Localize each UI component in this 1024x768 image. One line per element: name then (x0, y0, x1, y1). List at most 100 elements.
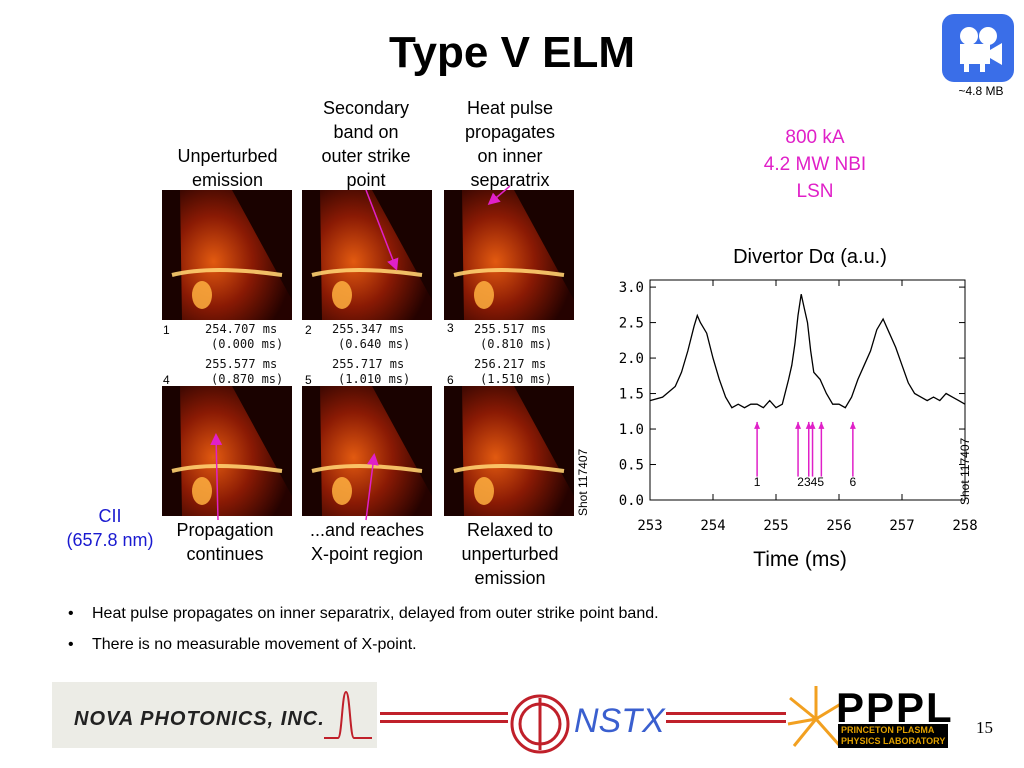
nstx-emblem-icon (510, 694, 570, 754)
frame-marker-head (818, 421, 825, 429)
plasma-params: 800 kA 4.2 MW NBI LSN (740, 124, 890, 205)
series-line (649, 294, 966, 409)
bullet-dot: • (68, 636, 74, 653)
video-size-label: ~4.8 MB (958, 84, 1004, 98)
caption-line: point (346, 170, 386, 190)
camera-frame-2 (302, 190, 432, 320)
y-tick-label: 1.5 (619, 387, 644, 403)
camera-image (162, 386, 292, 516)
frame-time: 255.347 ms (332, 322, 405, 336)
caption-line: (657.8 nm) (66, 530, 154, 550)
chart-shot-label: Shot 117407 (958, 437, 972, 505)
caption-line: outer strike (321, 146, 411, 166)
footer-divider-left (380, 712, 508, 715)
caption-propagation: Propagation continues (160, 518, 290, 566)
divertor-chart: 0.0 0.5 1.0 1.5 2.0 2.5 3.0 253 254 255 256 257 258 1… (619, 279, 978, 534)
param-config: LSN (796, 181, 834, 202)
frame-marker-head (805, 421, 812, 429)
y-tick-label: 3.0 (619, 280, 644, 296)
footer-divider-left-2 (380, 720, 508, 723)
frame-marker-head (809, 421, 816, 429)
frame-delta: (0.640 ms) (338, 337, 411, 351)
camera-frame-5 (302, 386, 432, 516)
caption-relaxed: Relaxed to unperturbed emission (445, 518, 575, 590)
pppl-subtitle-line: PRINCETON PLASMA (841, 725, 935, 735)
video-play-button[interactable] (942, 14, 1014, 82)
pppl-logo-text: PPPL (836, 684, 954, 731)
pppl-subtitle-line: PHYSICS LABORATORY (841, 736, 946, 746)
footer-divider-right (666, 712, 786, 715)
starburst-icon (787, 686, 845, 747)
frame-delta: (0.810 ms) (480, 337, 553, 351)
caption-line: propagates (464, 122, 556, 142)
frame-delta: (1.510 ms) (480, 372, 553, 386)
bullet-text: Heat pulse propagates on inner separatri… (92, 605, 659, 622)
bullet-text: There is no measurable movement of X-poi… (92, 636, 417, 653)
param-current: 800 kA (785, 127, 845, 148)
nstx-logo-text: NSTX (574, 702, 665, 740)
caption-line: unperturbed (461, 544, 559, 564)
movie-camera-icon (960, 27, 1002, 72)
caption-reaches-xpoint: ...and reaches X-point region (296, 518, 438, 566)
footer-divider-right-2 (666, 720, 786, 723)
caption-line: X-point region (310, 544, 424, 564)
frame-marker-head (754, 421, 761, 429)
camera-image (444, 190, 574, 320)
pppl-subtitle: PRINCETON PLASMA PHYSICS LABORATORY (838, 724, 949, 748)
frame-delta: (0.000 ms) (211, 337, 284, 351)
x-tick-label: 257 (889, 518, 914, 534)
y-tick-label: 2.0 (619, 351, 644, 367)
camera-image (302, 386, 432, 516)
nova-logo-text: NOVA PHOTONICS, INC. (74, 708, 325, 730)
frame-delta: (1.010 ms) (338, 372, 411, 386)
x-tick-label: 253 (637, 518, 662, 534)
frame-time: 255.577 ms (205, 357, 278, 371)
frame-number: 5 (305, 373, 312, 387)
param-nbi: 4.2 MW NBI (763, 154, 867, 175)
bullet-list: • Heat pulse propagates on inner separatr… (60, 598, 659, 660)
slide-title: Type V ELM (388, 28, 636, 77)
caption-line: band on (333, 122, 399, 142)
camera-frame-6 (444, 386, 574, 516)
frame-number: 4 (163, 373, 170, 387)
camera-frame-1 (162, 190, 292, 320)
page-number: 15 (976, 718, 993, 737)
frame-marker-label: 6 (850, 475, 857, 489)
bullet-item: • Heat pulse propagates on inner separatr… (60, 598, 659, 629)
plot-frame (649, 279, 966, 501)
frame-time: 255.717 ms (332, 357, 405, 371)
bullet-dot: • (68, 605, 74, 622)
arrow-secondary-band (365, 189, 399, 271)
caption-line: separatrix (470, 170, 550, 190)
x-tick-label: 255 (763, 518, 788, 534)
caption-line: CII (98, 506, 122, 526)
caption-line: Secondary (322, 98, 410, 118)
x-tick-label: 254 (700, 518, 725, 534)
camera-image (444, 386, 574, 516)
caption-cii: CII (657.8 nm) (55, 504, 165, 552)
frame-time: 256.217 ms (474, 357, 547, 371)
x-tick-label: 256 (826, 518, 851, 534)
arrow-propagation (210, 433, 223, 521)
frame-number: 2 (305, 323, 312, 337)
caption-line: emission (191, 170, 264, 190)
frame-time: 254.707 ms (205, 322, 278, 336)
nova-photonics-logo: NOVA PHOTONICS, INC. (52, 682, 377, 748)
camera-frame-4 (162, 386, 292, 516)
y-tick-label: 0.0 (619, 493, 644, 509)
bullet-item: • There is no measurable movement of X-po… (60, 629, 659, 660)
caption-line: Propagation (176, 520, 274, 540)
arrow-heat-pulse (487, 185, 511, 205)
camera-image (302, 190, 432, 320)
caption-line: Unperturbed (177, 146, 278, 166)
frame-marker-label: 1 (754, 475, 761, 489)
frame-marker-label: 2345 (797, 475, 824, 489)
camera-frame-3 (444, 190, 574, 320)
chart-xlabel: Time (ms) (753, 548, 847, 571)
caption-secondary-band: Secondary band on outer strike point (306, 96, 426, 192)
y-tick-label: 2.5 (619, 316, 644, 332)
frame-delta: (0.870 ms) (211, 372, 284, 386)
frame-time: 255.517 ms (474, 322, 547, 336)
frame-number: 6 (447, 373, 454, 387)
